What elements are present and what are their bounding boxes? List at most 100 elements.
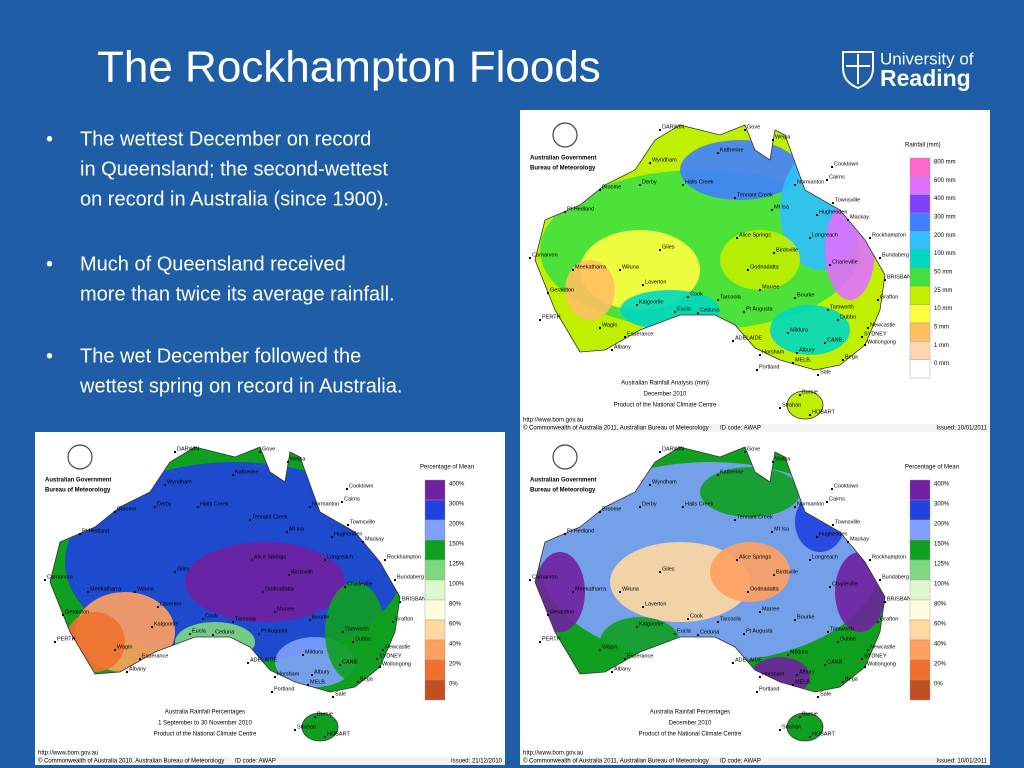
place-marker — [309, 619, 311, 621]
coastline — [534, 446, 886, 693]
place-label: Oodnadatta — [265, 586, 295, 592]
legend-swatch — [424, 579, 446, 601]
place-marker — [344, 586, 346, 588]
legend-label: 80% — [934, 602, 947, 608]
footer-strip — [520, 757, 990, 765]
legend-swatch — [424, 659, 446, 681]
map-caption: December 2010 — [644, 392, 687, 398]
place-marker — [847, 219, 849, 221]
place-label: Derby — [642, 179, 657, 185]
place-marker — [174, 451, 176, 453]
place-marker — [759, 611, 761, 613]
place-label: Newcastle — [385, 644, 410, 650]
place-marker — [674, 311, 676, 313]
place-label: Bourke — [797, 292, 814, 298]
place-marker — [747, 269, 749, 271]
place-marker — [382, 649, 384, 651]
place-label: Broome — [602, 506, 621, 512]
legend-swatch — [909, 639, 931, 661]
place-label: Kalgoorlie — [639, 299, 663, 305]
place-label: Hughenden — [819, 531, 847, 537]
place-marker — [787, 332, 789, 334]
place-label: Cook — [205, 613, 218, 619]
place-label: Wiluna — [622, 586, 640, 592]
place-label: Kalgoorlie — [639, 621, 663, 627]
place-label: Broome — [602, 184, 621, 190]
legend-label: 300% — [449, 502, 465, 508]
legend-swatch — [909, 322, 931, 342]
bureau: Bureau of Meteorology — [530, 166, 596, 172]
logo-shield — [842, 51, 874, 90]
legend-label: 60% — [934, 622, 947, 628]
legend-label: 400% — [449, 482, 465, 488]
legend-label: 20% — [934, 662, 947, 668]
place-marker — [837, 319, 839, 321]
place-marker — [682, 506, 684, 508]
legend-swatch — [909, 479, 931, 501]
place-marker — [732, 662, 734, 664]
place-marker — [829, 586, 831, 588]
place-label: Horsham — [762, 349, 785, 355]
place-marker — [649, 484, 651, 486]
place-label: Halls Creek — [200, 501, 229, 507]
place-label: Geraldton — [65, 609, 89, 615]
place-marker — [864, 344, 866, 346]
legend-swatch — [424, 499, 446, 521]
legend-label: 100% — [934, 582, 950, 588]
legend-title: Percentage of Mean — [420, 465, 474, 471]
place-marker — [831, 166, 833, 168]
place-label: SYDNEY — [864, 653, 887, 659]
place-label: Eucla — [677, 628, 692, 634]
place-label: Burnie — [802, 389, 818, 395]
legend-swatch — [909, 249, 931, 269]
rain-region — [535, 552, 585, 632]
place-label: Mt Isa — [774, 526, 790, 532]
place-label: Birdsville — [291, 569, 313, 575]
place-label: Hughenden — [819, 209, 847, 215]
place-label: Gove — [747, 124, 760, 130]
place-label: Wyndham — [652, 479, 677, 485]
legend-label: 60% — [449, 622, 462, 628]
place-label: Burnie — [317, 711, 333, 717]
place-label: Meekatharra — [575, 264, 607, 270]
legend-label: 600 mm — [934, 178, 956, 184]
map-caption: Australian Rainfall Analysis (mm) — [621, 381, 709, 387]
place-label: ADELAIDE — [250, 657, 278, 663]
place-marker — [837, 641, 839, 643]
place-marker — [639, 506, 641, 508]
place-label: Grafton — [880, 294, 898, 300]
legend-label: 200% — [449, 522, 465, 528]
place-marker — [259, 451, 261, 453]
place-label: BRISBANE — [887, 274, 915, 280]
legend-label: 0% — [934, 682, 943, 688]
place-label: Rockhampton — [387, 554, 421, 560]
legend-label: 5 mm — [934, 325, 949, 331]
place-label: Bourke — [312, 614, 329, 620]
place-label: Cook — [690, 291, 703, 297]
crest — [552, 122, 578, 148]
place-label: Cook — [690, 613, 703, 619]
place-label: PERTH — [542, 314, 561, 320]
legend-swatch — [909, 579, 931, 601]
place-marker — [539, 641, 541, 643]
place-marker — [659, 451, 661, 453]
place-marker — [288, 574, 290, 576]
place-label: Bega — [845, 676, 859, 682]
place-marker — [151, 626, 153, 628]
agency: Australian Government — [45, 478, 111, 484]
place-marker — [779, 729, 781, 731]
place-marker — [599, 327, 601, 329]
legend-swatch — [909, 212, 931, 232]
place-label: HOBART — [327, 731, 350, 737]
place-label: Gove — [262, 446, 275, 452]
rain-region — [710, 542, 790, 602]
slide-title: The Rockhampton Floods — [97, 43, 601, 92]
legend-label: 125% — [934, 562, 950, 568]
rain-region — [770, 305, 850, 355]
place-marker — [659, 129, 661, 131]
legend-label: 125% — [449, 562, 465, 568]
place-label: PERTH — [542, 636, 561, 642]
legend-label: 40% — [934, 642, 947, 648]
legend-swatch — [424, 639, 446, 661]
